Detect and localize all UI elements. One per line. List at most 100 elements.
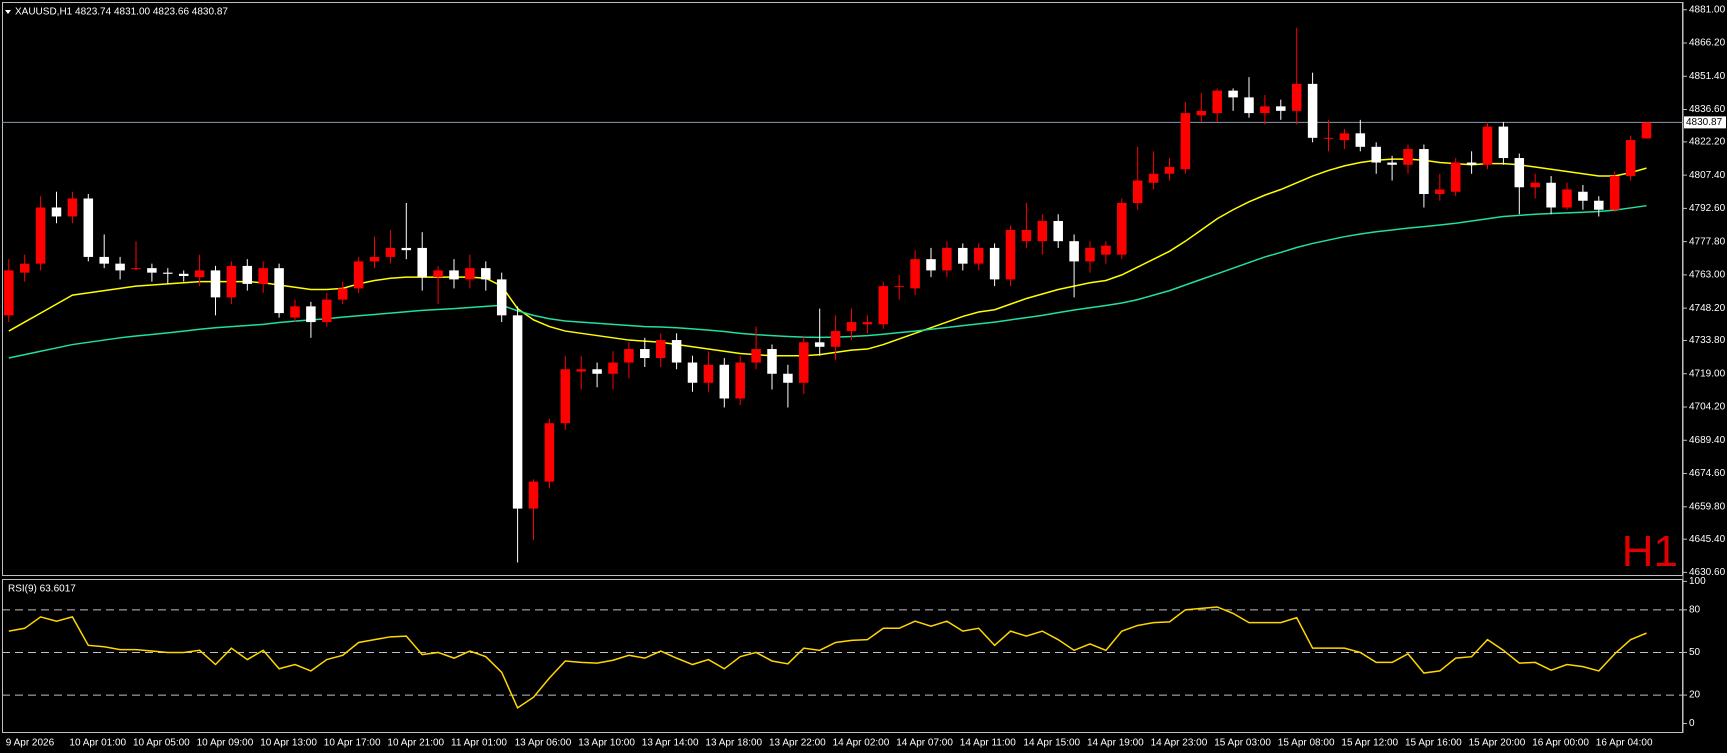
candle-body <box>1323 137 1334 139</box>
candle-body <box>862 322 873 325</box>
x-tick-label: 13 Apr 18:00 <box>705 738 762 749</box>
y-tick-label: 4763.00 <box>1689 270 1726 281</box>
candle-body <box>671 340 682 363</box>
candle-body <box>210 270 221 298</box>
candle-body <box>1641 122 1652 139</box>
candle-body <box>703 364 714 383</box>
y-tick-label: 4881.00 <box>1689 4 1726 15</box>
y-tick-label: 4836.60 <box>1689 104 1726 115</box>
candle-body <box>926 259 936 271</box>
x-tick-label: 15 Apr 08:00 <box>1278 738 1335 749</box>
dropdown-arrow[interactable] <box>5 10 11 14</box>
candle-body <box>830 331 841 347</box>
candle-body <box>1212 90 1222 114</box>
candle-body <box>1021 229 1032 242</box>
candle-body <box>353 261 364 289</box>
y-tick-label: 80 <box>1689 604 1701 615</box>
candle-body <box>1164 167 1175 174</box>
candle-body <box>290 306 300 318</box>
candle-body <box>19 263 30 273</box>
candle-body <box>1180 113 1191 170</box>
y-tick-label: 4674.60 <box>1689 468 1726 479</box>
y-tick-label: 4866.20 <box>1689 38 1726 49</box>
last-price-box <box>1684 116 1726 129</box>
y-tick-label: 4659.80 <box>1689 501 1726 512</box>
candle-body <box>194 270 205 278</box>
y-tick-label: 4851.40 <box>1689 71 1726 82</box>
candle-body <box>1562 189 1572 208</box>
candle-body <box>35 207 46 264</box>
candle-body <box>1387 162 1397 165</box>
x-tick-label: 10 Apr 05:00 <box>133 738 190 749</box>
x-tick-label: 11 Apr 01:00 <box>451 738 507 749</box>
x-tick-label: 14 Apr 15:00 <box>1023 738 1080 749</box>
candle-body <box>1260 106 1270 114</box>
candle-body <box>512 315 523 509</box>
y-tick-label: 4704.20 <box>1689 402 1726 413</box>
candle-body <box>274 268 284 314</box>
candle-body <box>1228 90 1238 98</box>
candle-body <box>1482 126 1493 165</box>
y-tick-label: 0 <box>1689 718 1695 729</box>
x-tick-label: 10 Apr 17:00 <box>324 738 381 749</box>
timeframe-watermark: H1 <box>1622 527 1678 576</box>
y-tick-label: 4792.60 <box>1689 203 1726 214</box>
y-tick-label: 4733.80 <box>1689 335 1726 346</box>
y-tick-label: 20 <box>1689 690 1701 701</box>
x-tick-label: 14 Apr 07:00 <box>896 738 953 749</box>
candle-body <box>1546 182 1556 208</box>
x-tick-label: 10 Apr 13:00 <box>260 738 317 749</box>
candle-body <box>592 369 602 374</box>
candle-body <box>1037 220 1048 242</box>
candle-body <box>1450 162 1461 192</box>
y-tick-label: 100 <box>1689 576 1706 587</box>
candle-body <box>226 265 237 298</box>
x-tick-label: 13 Apr 10:00 <box>578 738 635 749</box>
rsi-line <box>8 606 1647 709</box>
candle-body <box>1117 202 1127 255</box>
candle-body <box>1498 126 1509 159</box>
candle-body <box>608 362 618 374</box>
candle-body <box>846 322 857 332</box>
candle-body <box>1069 241 1079 262</box>
candle-body <box>1148 173 1159 183</box>
candle-body <box>1307 83 1318 138</box>
candle-body <box>576 369 586 372</box>
candle-body <box>67 198 78 217</box>
candle-body <box>1578 191 1588 201</box>
candle-body <box>1276 106 1286 111</box>
candle-body <box>163 272 173 274</box>
candle-body <box>481 268 491 280</box>
candle-body <box>1196 110 1207 116</box>
x-tick-label: 13 Apr 22:00 <box>769 738 826 749</box>
candle-body <box>1132 180 1143 203</box>
y-tick-label: 4645.40 <box>1689 534 1726 545</box>
y-tick-label: 50 <box>1689 647 1701 658</box>
x-tick-label: 16 Apr 04:00 <box>1596 738 1653 749</box>
candle-body <box>401 247 412 251</box>
candle-body <box>322 299 332 323</box>
candle-body <box>51 207 62 217</box>
candle-body <box>989 247 1000 280</box>
candle-body <box>449 270 459 280</box>
y-tick-label: 4822.20 <box>1689 137 1726 148</box>
candle-body <box>783 373 793 383</box>
candle-body <box>1530 182 1540 188</box>
candle-body <box>83 198 94 257</box>
candle-body <box>878 286 889 325</box>
x-tick-label: 10 Apr 01:00 <box>69 738 126 749</box>
candle-body <box>1609 176 1620 210</box>
candle-body <box>115 263 125 271</box>
candle-body <box>894 286 904 288</box>
candle-body <box>1291 83 1302 111</box>
candle-body <box>433 270 443 278</box>
x-tick-label: 14 Apr 11:00 <box>960 738 1016 749</box>
moving-average <box>8 204 1647 359</box>
candle-body <box>1053 220 1063 242</box>
candle-body <box>1371 146 1381 163</box>
y-tick-label: 4719.00 <box>1689 368 1726 379</box>
candle-body <box>1085 247 1095 262</box>
